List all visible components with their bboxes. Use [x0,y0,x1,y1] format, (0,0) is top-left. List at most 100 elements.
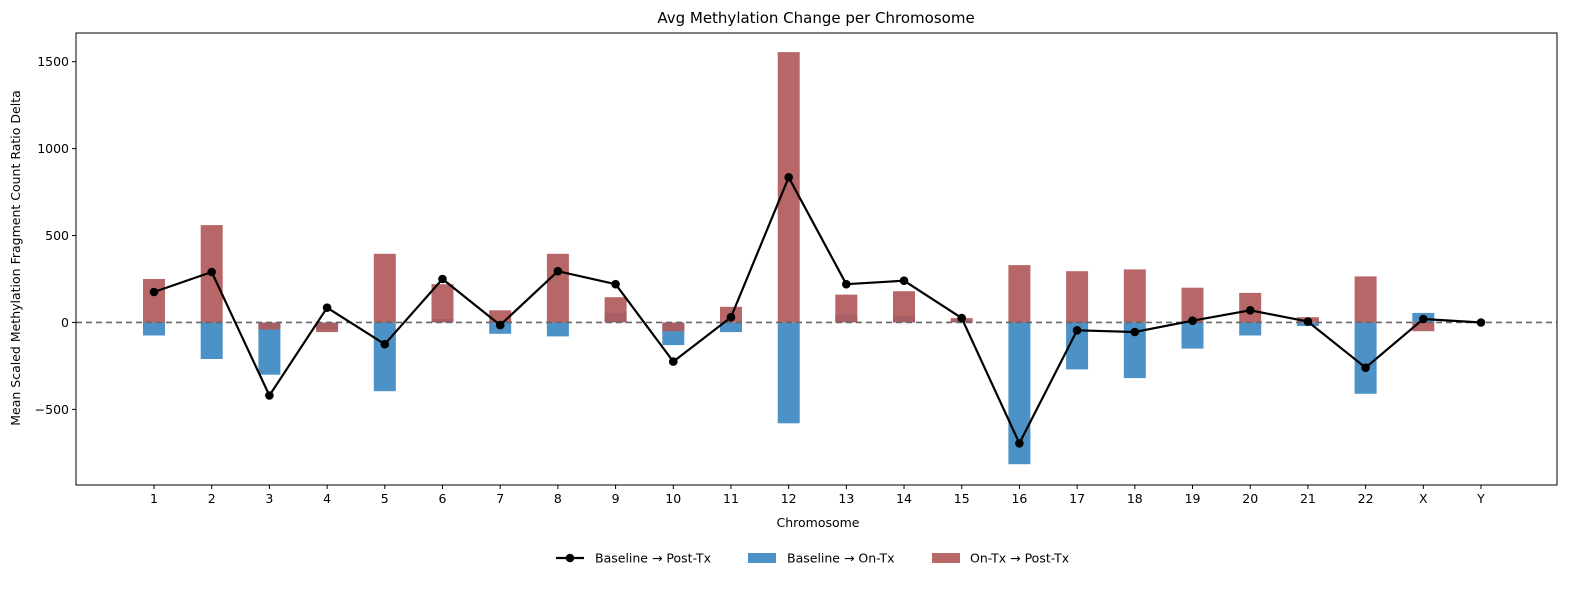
on-tx-post-tx-bar-16 [1008,265,1031,323]
baseline-post-tx-point-9 [611,279,620,289]
legend-line-marker [565,553,575,563]
legend-label-baseline-on-tx: Baseline → On-Tx [787,551,895,566]
x-tick-label: 16 [1011,491,1027,506]
x-tick-label: 22 [1358,491,1374,506]
baseline-post-tx-point-5 [380,339,390,349]
baseline-post-tx-point-4 [322,303,332,313]
baseline-post-tx-point-22 [1361,363,1370,373]
legend: Baseline → Post-Tx Baseline → On-Tx On-Tx … [556,551,1069,566]
x-tick-label: 10 [665,491,681,506]
x-axis: 1 2 3 4 5 6 7 8 9 10 11 12 13 14 15 16 17 18 19 20 21 22 X Y [150,485,1485,506]
on-tx-post-tx-bar-X [1412,322,1435,332]
baseline-post-tx-point-7 [495,320,505,330]
chart-title: Avg Methylation Change per Chromosome [657,9,974,27]
on-tx-post-tx-bar-12 [777,52,800,323]
legend-swatch-on-tx-post-tx [932,553,960,563]
on-tx-post-tx-bar-10 [662,322,685,332]
baseline-on-tx-bar-20 [1239,322,1262,336]
x-tick-label: 15 [954,491,970,506]
baseline-on-tx-bar-19 [1181,322,1204,349]
baseline-post-tx-point-17 [1072,326,1082,335]
x-tick-label: 20 [1242,491,1258,506]
baseline-post-tx-point-20 [1245,306,1255,315]
x-tick-label: 21 [1300,491,1316,506]
baseline-post-tx-point-Y [1476,318,1486,327]
on-tx-post-tx-bar-6 [431,284,454,323]
x-tick-label: 5 [381,491,389,506]
on-tx-post-tx-bar-8 [546,253,569,323]
x-tick-label: 1 [150,491,158,506]
x-tick-label: 14 [896,491,912,506]
x-tick-label: 2 [208,491,216,506]
baseline-on-tx-bar-3 [258,322,281,375]
baseline-on-tx-bar-8 [546,322,569,337]
legend-swatch-baseline-on-tx [748,553,776,563]
x-tick-label: Y [1476,491,1485,506]
baseline-post-tx-line [153,176,1482,445]
y-tick-label: 1500 [37,54,69,69]
on-tx-post-tx-bar-13 [835,294,858,323]
y-axis-title: Mean Scaled Methylation Fragment Count R… [8,90,23,426]
baseline-post-tx-point-3 [265,391,274,400]
baseline-post-tx-point-16 [1015,439,1024,448]
x-tick-label: 12 [781,491,797,506]
x-tick-label: 4 [323,491,331,506]
baseline-post-tx-point-14 [899,276,909,286]
on-tx-post-tx-bar-3 [258,322,281,330]
on-tx-post-tx-bar-17 [1066,271,1089,323]
baseline-post-tx-point-13 [842,279,851,289]
x-tick-label: 8 [554,491,562,506]
on-tx-post-tx-bar-1 [143,279,165,323]
y-tick-label: 1000 [37,141,69,156]
baseline-post-line-group [149,173,1486,448]
y-tick-label: 500 [45,228,69,243]
on-tx-post-tx-bar-5 [373,253,396,323]
baseline-on-tx-bar-5 [373,322,396,392]
baseline-post-tx-point-2 [207,267,216,277]
on-tx-post-tx-bar-4 [316,322,339,333]
on-tx-post-tx-bar-18 [1123,269,1146,323]
x-tick-label: X [1419,491,1428,506]
baseline-post-tx-point-11 [726,312,736,322]
baseline-post-tx-point-18 [1130,327,1140,337]
baseline-post-tx-point-X [1419,314,1428,324]
y-axis: −500 0 500 1000 1500 [35,54,76,417]
baseline-post-tx-point-10 [669,357,678,366]
x-tick-label: 18 [1127,491,1143,506]
baseline-on-tx-bar-1 [143,322,165,336]
baseline-on-tx-bar-18 [1123,322,1146,379]
legend-label-on-tx-post-tx: On-Tx → Post-Tx [970,551,1069,566]
x-tick-label: 11 [723,491,739,506]
x-tick-label: 3 [265,491,273,506]
x-tick-label: 19 [1185,491,1201,506]
baseline-post-tx-point-15 [957,313,966,323]
on-tx-post-tx-bar-19 [1181,287,1204,323]
x-tick-label: 17 [1069,491,1085,506]
y-tick-label: 0 [61,315,69,330]
post-tx-bars-group [143,52,1435,333]
baseline-post-tx-point-21 [1303,317,1313,326]
baseline-on-tx-bar-22 [1354,322,1377,394]
baseline-post-tx-point-6 [438,274,447,284]
on-tx-post-tx-bar-7 [489,310,512,323]
x-tick-label: 13 [838,491,854,506]
baseline-on-tx-bar-17 [1066,322,1089,370]
y-tick-label: −500 [35,402,69,417]
baseline-post-tx-point-1 [149,287,159,297]
baseline-on-tx-bar-11 [720,322,742,333]
baseline-on-tx-bar-2 [200,322,223,359]
baseline-post-tx-point-8 [553,266,563,276]
x-axis-title: Chromosome [776,515,859,530]
legend-label-baseline-post-tx: Baseline → Post-Tx [595,551,711,566]
baseline-on-tx-bar-12 [777,322,800,424]
on-tx-bars-group [143,312,1435,465]
plot-area-frame [75,32,1558,486]
x-tick-label: 9 [612,491,620,506]
on-tx-post-tx-bar-9 [604,297,627,323]
on-tx-post-tx-bar-14 [893,291,915,323]
baseline-post-tx-point-12 [784,173,793,182]
on-tx-post-tx-bar-22 [1354,276,1377,323]
baseline-post-tx-point-19 [1188,316,1197,326]
x-tick-label: 6 [439,491,447,506]
